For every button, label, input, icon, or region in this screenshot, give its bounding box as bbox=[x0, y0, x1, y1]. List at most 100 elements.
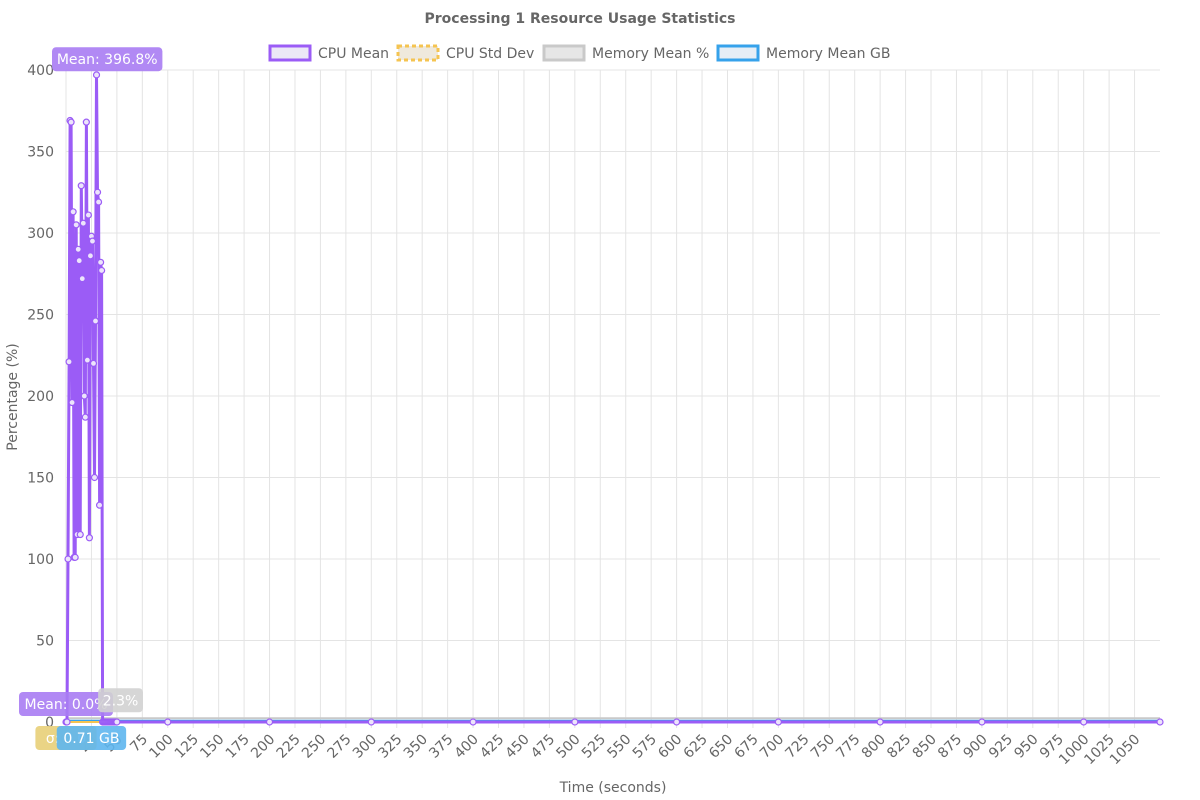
data-point[interactable] bbox=[94, 198, 103, 206]
annotation-label: 0.71 GB bbox=[56, 726, 127, 750]
y-axis: 0 50 100 150 200 250 300 350 400 bbox=[27, 63, 54, 731]
data-point[interactable] bbox=[80, 392, 88, 400]
y-tick-label: 300 bbox=[27, 226, 54, 242]
data-point[interactable] bbox=[1080, 718, 1088, 726]
data-point[interactable] bbox=[95, 501, 104, 509]
y-tick-label: 50 bbox=[36, 634, 54, 650]
data-point[interactable] bbox=[89, 359, 98, 367]
grid bbox=[65, 69, 1160, 728]
x-tick-label: 325 bbox=[375, 732, 405, 762]
annotation-text: 2.3% bbox=[103, 693, 139, 709]
data-point[interactable] bbox=[469, 718, 477, 726]
data-point[interactable] bbox=[84, 211, 92, 219]
data-point[interactable] bbox=[88, 237, 97, 245]
data-point[interactable] bbox=[85, 534, 94, 542]
data-point[interactable] bbox=[367, 718, 375, 726]
data-point[interactable] bbox=[74, 245, 82, 253]
data-point[interactable] bbox=[75, 257, 83, 265]
data-point[interactable] bbox=[90, 473, 99, 482]
x-tick-label: 625 bbox=[681, 732, 711, 762]
y-tick-label: 150 bbox=[27, 471, 54, 487]
data-point[interactable] bbox=[65, 358, 73, 366]
series-line bbox=[65, 73, 1160, 724]
x-tick-label: 575 bbox=[630, 732, 660, 762]
data-point[interactable] bbox=[83, 356, 91, 364]
annotation-label: 2.3% bbox=[98, 688, 143, 713]
x-tick-label: 250 bbox=[299, 732, 329, 762]
y-tick-label: 100 bbox=[27, 552, 54, 568]
x-tick-label: 275 bbox=[324, 732, 354, 762]
data-point[interactable] bbox=[72, 221, 80, 229]
x-tick-label: 875 bbox=[935, 732, 965, 762]
annotation-text: Mean: 396.8% bbox=[57, 52, 158, 68]
x-tick-label: 600 bbox=[655, 732, 685, 762]
x-tick-label: 350 bbox=[401, 732, 431, 762]
annotation-box bbox=[19, 692, 113, 716]
legend-item[interactable]: CPU Std Dev bbox=[396, 44, 534, 62]
x-tick-label: 475 bbox=[528, 732, 558, 762]
legend-item[interactable]: Memory Mean % bbox=[542, 44, 709, 62]
data-point[interactable] bbox=[78, 275, 86, 283]
x-tick-label: 175 bbox=[223, 732, 253, 762]
data-point[interactable] bbox=[63, 718, 71, 726]
data-point[interactable] bbox=[978, 718, 986, 726]
x-tick-label: 650 bbox=[706, 732, 736, 762]
x-tick-label: 800 bbox=[859, 732, 889, 762]
data-point[interactable] bbox=[774, 718, 782, 726]
data-point[interactable] bbox=[71, 553, 79, 561]
legend-item[interactable]: Memory Mean GB bbox=[716, 44, 890, 62]
legend-swatch bbox=[716, 44, 760, 62]
data-point[interactable] bbox=[92, 71, 101, 79]
data-point[interactable] bbox=[81, 413, 89, 421]
data-point[interactable] bbox=[69, 208, 77, 216]
data-point[interactable] bbox=[67, 118, 75, 126]
x-tick-label: 200 bbox=[248, 732, 278, 762]
legend-swatch bbox=[542, 44, 586, 62]
legend-label: CPU Std Dev bbox=[446, 46, 534, 62]
x-axis-title: Time (seconds) bbox=[559, 780, 667, 796]
annotations: Mean: 396.8%Mean: 0.0%2.3%σ: 0.00.71 GB bbox=[19, 47, 163, 750]
legend-label: CPU Mean bbox=[318, 46, 389, 62]
data-point[interactable] bbox=[64, 555, 72, 563]
chart-legend: CPU Mean CPU Std Dev Memory Mean % Memory M… bbox=[268, 44, 890, 62]
series-cpu-mean bbox=[62, 71, 1164, 726]
data-point[interactable] bbox=[93, 188, 102, 196]
legend-item[interactable]: CPU Mean bbox=[268, 44, 389, 62]
x-tick-label: 400 bbox=[452, 732, 482, 762]
data-point[interactable] bbox=[97, 258, 105, 266]
x-tick-label: 750 bbox=[808, 732, 838, 762]
data-point[interactable] bbox=[98, 266, 106, 275]
x-axis: 0255075100125150175200225250275300325350… bbox=[57, 732, 1143, 769]
x-tick-label: 700 bbox=[757, 732, 787, 762]
x-tick-label: 550 bbox=[604, 732, 634, 762]
legend-label: Memory Mean GB bbox=[766, 46, 890, 62]
data-point[interactable] bbox=[1156, 718, 1164, 726]
data-point[interactable] bbox=[76, 530, 84, 539]
x-tick-label: 825 bbox=[884, 732, 914, 762]
data-point[interactable] bbox=[86, 252, 95, 260]
x-tick-label: 300 bbox=[350, 732, 380, 762]
x-tick-label: 225 bbox=[274, 732, 304, 762]
data-point[interactable] bbox=[265, 718, 274, 726]
x-tick-label: 125 bbox=[172, 732, 202, 762]
data-point[interactable] bbox=[164, 718, 172, 726]
annotation-box bbox=[98, 688, 143, 713]
x-tick-label: 900 bbox=[961, 732, 991, 762]
data-point[interactable] bbox=[77, 182, 85, 190]
chart-title: Processing 1 Resource Usage Statistics bbox=[425, 11, 736, 27]
x-tick-label: 725 bbox=[782, 732, 812, 762]
x-tick-label: 1050 bbox=[1107, 732, 1144, 769]
x-tick-label: 525 bbox=[579, 732, 609, 762]
data-point[interactable] bbox=[673, 718, 681, 726]
data-point[interactable] bbox=[91, 317, 100, 325]
x-tick-label: 100 bbox=[146, 732, 176, 762]
data-point[interactable] bbox=[876, 718, 884, 726]
data-point[interactable] bbox=[68, 398, 76, 407]
data-point[interactable] bbox=[79, 219, 87, 227]
x-tick-label: 425 bbox=[477, 732, 507, 762]
data-point[interactable] bbox=[113, 718, 121, 726]
data-point[interactable] bbox=[82, 118, 90, 126]
data-point[interactable] bbox=[571, 718, 579, 726]
y-tick-label: 250 bbox=[27, 308, 54, 324]
y-tick-label: 0 bbox=[45, 715, 54, 731]
